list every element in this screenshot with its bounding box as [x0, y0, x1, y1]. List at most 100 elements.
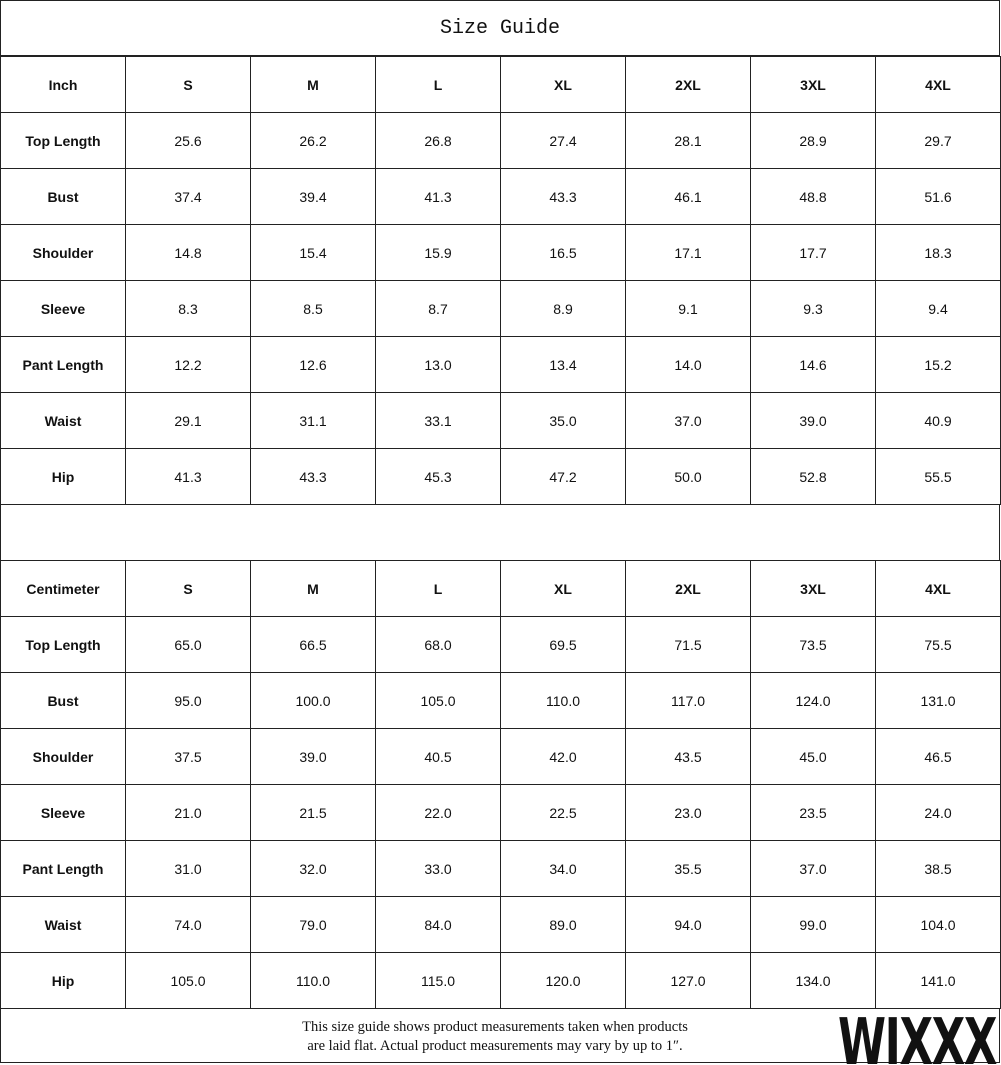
- size-header: 4XL: [875, 560, 1001, 617]
- row-label: Sleeve: [0, 784, 126, 841]
- measurement: 100.0: [250, 672, 376, 729]
- measurement: 24.0: [875, 784, 1001, 841]
- measurement: 46.1: [625, 168, 751, 225]
- footer-line: are laid flat. Actual product measuremen…: [307, 1038, 683, 1054]
- unit-header: Inch: [0, 56, 126, 113]
- measurement: 71.5: [625, 616, 751, 673]
- measurement: 41.3: [125, 448, 251, 505]
- measurement: 51.6: [875, 168, 1001, 225]
- row-label: Hip: [0, 448, 126, 505]
- measurement: 26.2: [250, 112, 376, 169]
- footer-line: This size guide shows product measuremen…: [302, 1019, 688, 1035]
- measurement: 40.5: [375, 728, 501, 785]
- measurement: 34.0: [500, 840, 626, 897]
- size-header: M: [250, 560, 376, 617]
- measurement: 25.6: [125, 112, 251, 169]
- measurement: 124.0: [750, 672, 876, 729]
- unit-header: Centimeter: [0, 560, 126, 617]
- measurement: 131.0: [875, 672, 1001, 729]
- measurement: 50.0: [625, 448, 751, 505]
- measurement: 45.3: [375, 448, 501, 505]
- row-label: Pant Length: [0, 336, 126, 393]
- measurement: 15.9: [375, 224, 501, 281]
- measurement: 35.5: [625, 840, 751, 897]
- measurement: 9.3: [750, 280, 876, 337]
- size-header: 3XL: [750, 560, 876, 617]
- measurement: 127.0: [625, 952, 751, 1009]
- measurement: 41.3: [375, 168, 501, 225]
- measurement: 22.5: [500, 784, 626, 841]
- brand-logo: WIXXX: [838, 1006, 997, 1065]
- measurement: 14.0: [625, 336, 751, 393]
- measurement: 141.0: [875, 952, 1001, 1009]
- row-label: Bust: [0, 168, 126, 225]
- measurement: 15.4: [250, 224, 376, 281]
- size-header: XL: [500, 560, 626, 617]
- size-header: XL: [500, 56, 626, 113]
- measurement: 17.1: [625, 224, 751, 281]
- measurement: 43.3: [250, 448, 376, 505]
- measurement: 84.0: [375, 896, 501, 953]
- row-label: Pant Length: [0, 840, 126, 897]
- row-label: Hip: [0, 952, 126, 1009]
- measurement: 73.5: [750, 616, 876, 673]
- size-header: M: [250, 56, 376, 113]
- measurement: 13.4: [500, 336, 626, 393]
- measurement: 105.0: [125, 952, 251, 1009]
- measurement: 9.1: [625, 280, 751, 337]
- measurement: 16.5: [500, 224, 626, 281]
- measurement: 8.5: [250, 280, 376, 337]
- row-label: Top Length: [0, 112, 126, 169]
- measurement: 26.8: [375, 112, 501, 169]
- measurement: 110.0: [250, 952, 376, 1009]
- measurement: 95.0: [125, 672, 251, 729]
- row-label: Bust: [0, 672, 126, 729]
- row-label: Shoulder: [0, 728, 126, 785]
- measurement: 23.5: [750, 784, 876, 841]
- measurement: 65.0: [125, 616, 251, 673]
- size-header: 2XL: [625, 560, 751, 617]
- measurement: 40.9: [875, 392, 1001, 449]
- title: Size Guide: [0, 0, 1000, 56]
- measurement: 29.7: [875, 112, 1001, 169]
- measurement: 115.0: [375, 952, 501, 1009]
- measurement: 17.7: [750, 224, 876, 281]
- measurement: 31.1: [250, 392, 376, 449]
- measurement: 120.0: [500, 952, 626, 1009]
- measurement: 69.5: [500, 616, 626, 673]
- measurement: 38.5: [875, 840, 1001, 897]
- row-label: Waist: [0, 392, 126, 449]
- measurement: 39.0: [250, 728, 376, 785]
- measurement: 23.0: [625, 784, 751, 841]
- measurement: 46.5: [875, 728, 1001, 785]
- measurement: 29.1: [125, 392, 251, 449]
- measurement: 37.5: [125, 728, 251, 785]
- measurement: 52.8: [750, 448, 876, 505]
- measurement: 134.0: [750, 952, 876, 1009]
- measurement: 39.4: [250, 168, 376, 225]
- measurement: 21.5: [250, 784, 376, 841]
- measurement: 27.4: [500, 112, 626, 169]
- measurement: 12.6: [250, 336, 376, 393]
- measurement: 28.1: [625, 112, 751, 169]
- measurement: 74.0: [125, 896, 251, 953]
- measurement: 8.3: [125, 280, 251, 337]
- row-label: Shoulder: [0, 224, 126, 281]
- measurement: 110.0: [500, 672, 626, 729]
- size-header: L: [375, 56, 501, 113]
- size-header: S: [125, 56, 251, 113]
- measurement: 66.5: [250, 616, 376, 673]
- measurement: 47.2: [500, 448, 626, 505]
- measurement: 89.0: [500, 896, 626, 953]
- spacer-row: [0, 504, 1000, 561]
- measurement: 45.0: [750, 728, 876, 785]
- measurement: 14.8: [125, 224, 251, 281]
- size-header: L: [375, 560, 501, 617]
- measurement: 21.0: [125, 784, 251, 841]
- measurement: 43.5: [625, 728, 751, 785]
- measurement: 37.4: [125, 168, 251, 225]
- measurement: 55.5: [875, 448, 1001, 505]
- measurement: 37.0: [625, 392, 751, 449]
- measurement: 105.0: [375, 672, 501, 729]
